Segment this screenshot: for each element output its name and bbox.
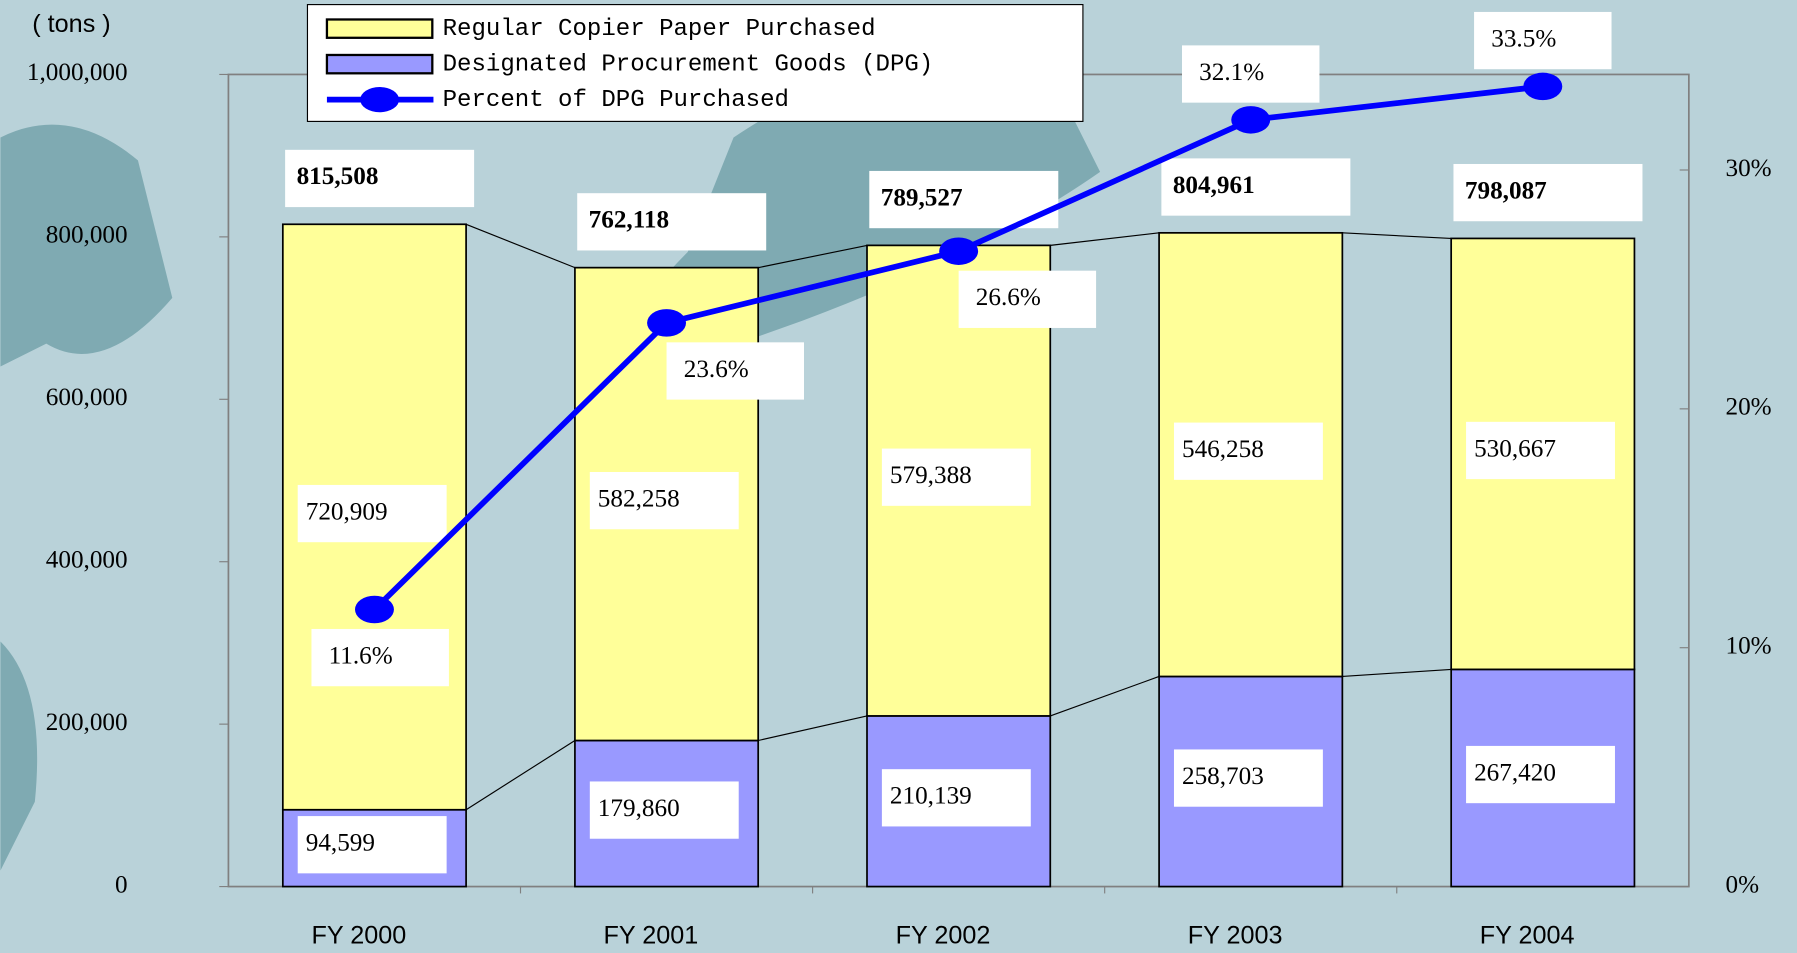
label-box	[589, 781, 739, 839]
label-box	[1181, 45, 1320, 103]
line-marker	[939, 237, 979, 265]
label-box	[958, 270, 1097, 328]
y-tick-label: 200,000	[46, 709, 128, 736]
legend-label: Percent of DPG Purchased	[443, 87, 789, 114]
connector	[1342, 232, 1452, 240]
label-box	[881, 769, 1031, 827]
total-label: 762,118	[589, 207, 669, 234]
label-box	[666, 342, 805, 400]
legend-label: Designated Procurement Goods (DPG)	[443, 52, 934, 79]
connector	[465, 740, 576, 811]
x-tick-label: FY 2001	[604, 922, 699, 950]
legend-box	[306, 4, 1084, 122]
segment-label: 720,909	[306, 498, 388, 525]
label-box	[1161, 158, 1351, 216]
y-tick-label: 400,000	[46, 547, 128, 574]
connector	[465, 223, 576, 269]
y2-tick-label: 20%	[1726, 394, 1772, 421]
y2-tick-label: 10%	[1726, 632, 1772, 659]
connector	[1050, 232, 1160, 246]
total-label: 804,961	[1173, 172, 1255, 199]
segment-label: 546,258	[1182, 436, 1264, 463]
label-box	[285, 149, 475, 208]
segment-label: 582,258	[598, 485, 680, 512]
segment-label: 94,599	[306, 829, 375, 856]
legend-marker	[360, 87, 400, 113]
segment-label: 530,667	[1474, 435, 1556, 462]
y-tick-label: 1,000,000	[27, 59, 128, 86]
line-marker	[647, 309, 687, 337]
label-box	[1466, 745, 1615, 804]
label-box	[1474, 11, 1612, 70]
label-box	[1173, 749, 1323, 807]
legend-label: Regular Copier Paper Purchased	[443, 16, 876, 43]
line-marker	[354, 595, 394, 624]
x-tick-label: FY 2000	[311, 922, 406, 950]
point-label: 11.6%	[329, 642, 393, 669]
map-background	[0, 34, 1101, 871]
label-box	[1173, 422, 1323, 480]
segment-label: 267,420	[1474, 759, 1556, 786]
total-label: 789,527	[881, 184, 963, 211]
legend-swatch	[325, 53, 434, 75]
segment-label: 258,703	[1182, 763, 1264, 790]
connector	[758, 715, 868, 742]
y-tick-label: 800,000	[46, 222, 128, 249]
segment-label: 210,139	[890, 783, 972, 810]
y-tick-label: 0	[115, 871, 128, 898]
line-marker	[1231, 106, 1271, 134]
label-box	[589, 471, 739, 530]
y2-tick-label: 0%	[1726, 871, 1760, 898]
y-tick-label: 600,000	[46, 384, 128, 411]
legend: Regular Copier Paper Purchased Designated…	[306, 4, 1084, 122]
label-box	[1453, 163, 1643, 222]
label-box	[1466, 421, 1615, 480]
label-box	[297, 484, 447, 543]
line-marker	[1523, 72, 1563, 101]
x-tick-label: FY 2004	[1480, 922, 1575, 950]
x-tick-label: FY 2002	[896, 922, 991, 950]
connector	[1050, 675, 1160, 717]
total-label: 798,087	[1465, 177, 1547, 204]
segment-label: 579,388	[890, 462, 972, 489]
y2-tick-label: 30%	[1726, 155, 1772, 182]
point-label: 26.6%	[976, 284, 1041, 311]
connector	[758, 244, 868, 269]
legend-swatch	[325, 18, 434, 39]
label-box	[311, 628, 449, 687]
segment-label: 179,860	[598, 795, 680, 822]
x-tick-label: FY 2003	[1188, 922, 1283, 950]
label-box	[577, 193, 767, 251]
y-axis-label: ( tons )	[32, 10, 110, 38]
point-label: 33.5%	[1491, 25, 1556, 52]
point-label: 23.6%	[684, 356, 749, 383]
point-label: 32.1%	[1199, 59, 1264, 86]
label-box	[297, 816, 447, 874]
connector	[1342, 668, 1452, 678]
label-box	[881, 448, 1031, 506]
total-label: 815,508	[297, 163, 379, 190]
